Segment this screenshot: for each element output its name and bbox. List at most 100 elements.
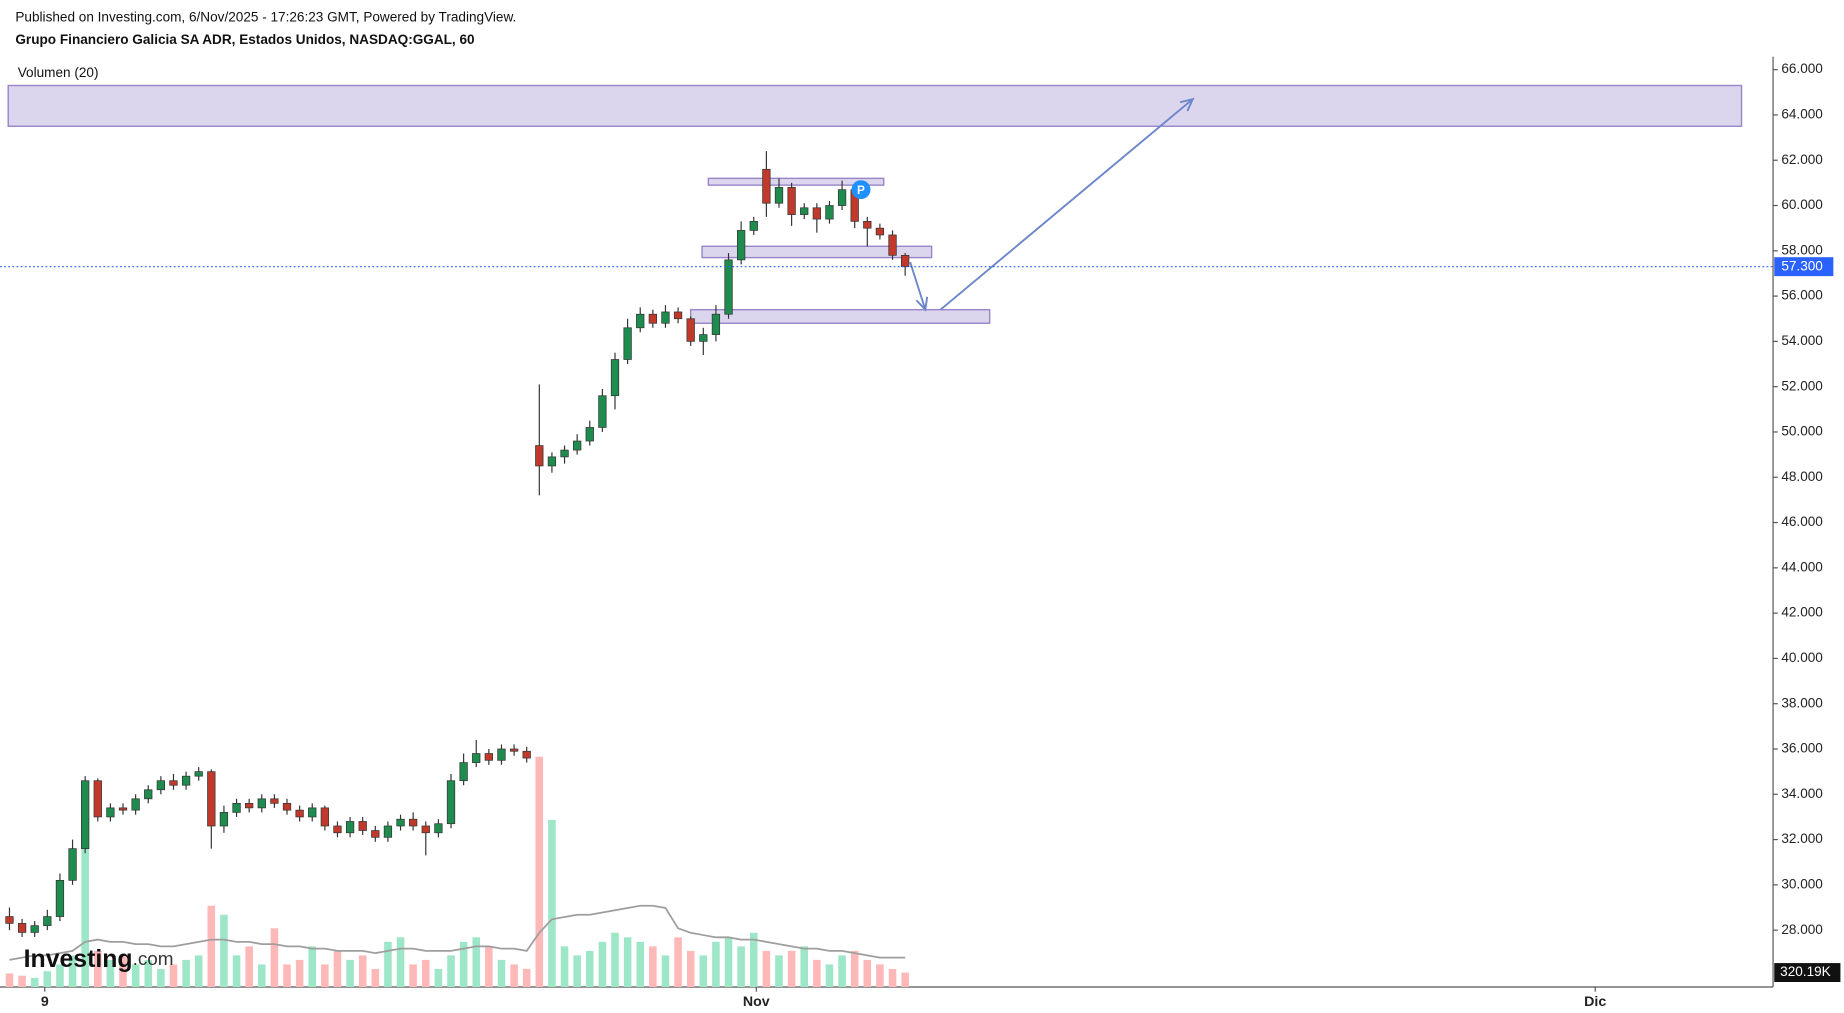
candle-body [648,313,657,324]
y-tick-label: 56.000 [1781,288,1823,303]
volume-bar [182,959,190,987]
volume-bar [333,950,342,987]
investing-logo: Investing.com [24,945,174,972]
volume-bar [686,950,695,987]
volume-bar [497,959,506,987]
volume-bar [144,959,153,987]
logo-suffix: .com [133,949,174,970]
candle-body [800,207,809,215]
volume-bar [611,932,619,987]
volume-bar [157,968,165,987]
volume-bar [813,959,821,987]
y-tick-label: 34.000 [1781,786,1823,801]
candle-body [295,809,304,818]
logo-brand: Investing [24,945,133,972]
volume-bar [535,756,544,987]
candle-body [421,825,430,834]
candle-body [825,205,834,220]
trend-arrow [939,97,1195,311]
volume-bar [775,955,783,987]
volume-bar [56,964,64,987]
volume-bar [68,955,77,987]
candle-body [55,879,65,917]
candle-body [81,780,90,849]
candle-body [17,923,27,933]
candle-body [573,440,582,451]
candle-body [762,168,771,204]
volume-bar [106,959,115,987]
candle-body [598,395,607,428]
volume-bar [93,950,102,987]
last-price-box [1774,257,1834,277]
published-note: Published on Investing.com, 6/Nov/2025 -… [15,9,516,24]
candle-body [686,318,695,342]
candle-body [863,221,872,229]
candle-body [30,925,39,933]
volume-bar [459,941,468,987]
candle-body [245,802,254,809]
y-tick-label: 64.000 [1781,107,1823,122]
volume-bar [724,937,733,987]
volume-bar [749,932,758,987]
y-tick-label: 40.000 [1781,650,1823,665]
candle-body [409,818,418,827]
zone [707,177,885,186]
y-tick-label: 62.000 [1781,152,1823,167]
candle-body [106,807,115,818]
candle-body [446,780,456,825]
volume-bar [169,964,178,987]
candle-body [320,807,329,827]
volume-bar [850,950,859,987]
last-volume-box [1774,963,1841,982]
candle-body [623,327,632,360]
y-tick-label: 42.000 [1781,605,1823,620]
volume-bar [257,964,266,987]
volume-bar [762,950,771,987]
candle-body [774,187,784,204]
volume-bar [888,968,897,987]
candle-body [749,221,758,231]
candle-body [118,807,128,811]
y-tick-label: 36.000 [1781,741,1823,756]
candle-body [875,227,885,236]
volume-bar [245,946,253,987]
volume-bar [358,955,367,987]
volume-bar [283,964,291,987]
x-tick-label: 9 [41,994,49,1010]
candle-body [837,189,847,206]
candle-body [661,311,670,324]
volume-bar [674,937,682,987]
y-tick-label: 50.000 [1781,424,1823,439]
candle-body [787,187,796,215]
candle-body [699,334,708,342]
candle-body [156,780,165,791]
volume-bar [485,946,493,987]
candle-body [711,313,721,335]
candle-body [282,802,292,811]
volume-bar [699,955,708,987]
candle-body [522,750,531,759]
volume-bar [30,977,39,987]
volume-bar [194,955,203,987]
volume-ma-line [9,904,906,961]
volume-bar [636,941,645,987]
y-tick-label: 54.000 [1781,333,1823,348]
volume-bar [800,946,809,987]
volume-bar [220,914,228,987]
candle-body [68,848,77,881]
candle-body [459,762,468,782]
volume-bar [308,946,317,987]
volume-bar [295,959,304,987]
volume-bar [573,955,581,987]
volume-bar [787,950,796,987]
volume-bar [447,955,455,987]
volume-bar [585,950,594,987]
y-tick-label: 30.000 [1781,876,1823,891]
candle-body [270,798,279,804]
y-tick-label: 46.000 [1781,514,1823,529]
candle-body [812,207,821,220]
volume-bar [131,964,140,987]
marker-badge [851,180,871,200]
candle-body [497,748,506,761]
volume-bar [598,941,607,987]
